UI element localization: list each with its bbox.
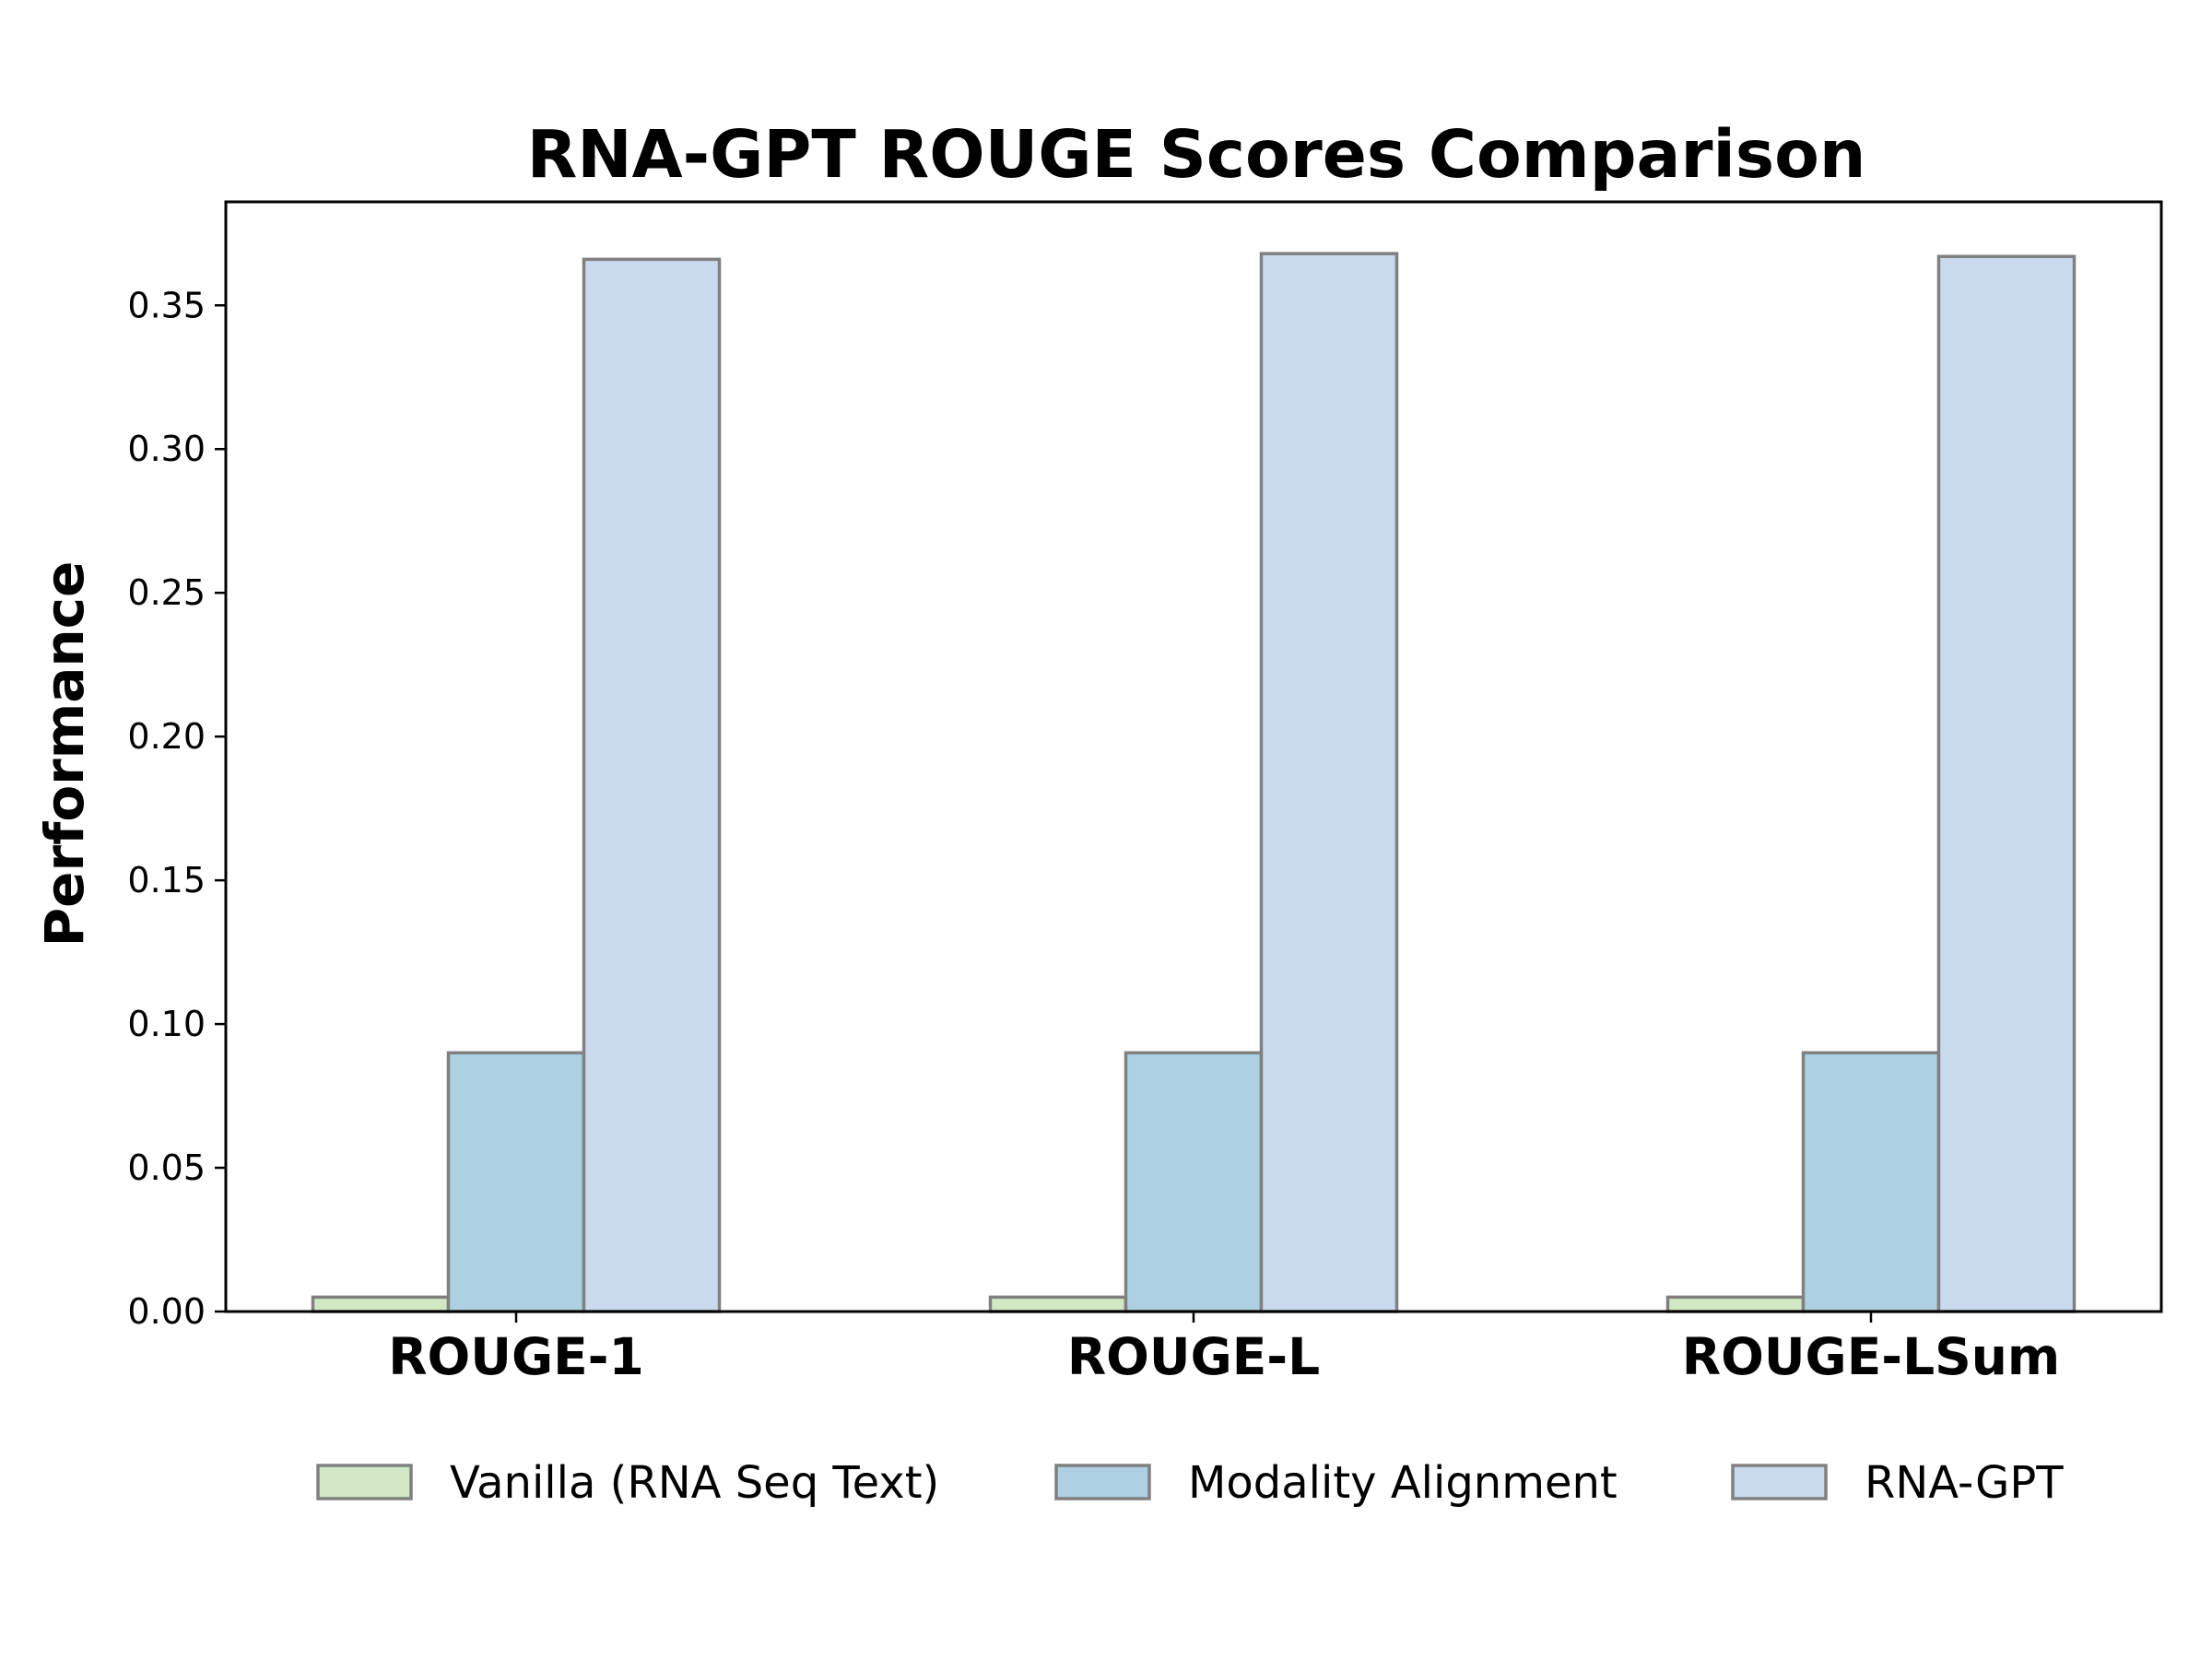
bar-2-0 bbox=[1665, 1295, 1806, 1313]
y-tick-label: 0.30 bbox=[127, 429, 206, 469]
legend-label-1: Modality Alignment bbox=[1188, 1457, 1618, 1509]
y-ticks: 0.00 0.05 0.10 0.15 0.20 0.25 0.30 0.35 bbox=[127, 285, 226, 1332]
legend-label-0: Vanilla (RNA Seq Text) bbox=[450, 1457, 939, 1509]
legend-swatch-2 bbox=[1731, 1464, 1828, 1500]
chart-title: RNA-GPT ROUGE Scores Comparison bbox=[527, 116, 1866, 193]
y-tick-label: 0.20 bbox=[127, 716, 206, 757]
x-tick-label: ROUGE-1 bbox=[388, 1327, 644, 1386]
bar-1-0 bbox=[988, 1295, 1128, 1313]
legend: Vanilla (RNA Seq Text) Modality Alignment… bbox=[316, 1457, 2064, 1509]
legend-swatch-0 bbox=[316, 1464, 413, 1500]
bar-1-1 bbox=[1124, 1051, 1264, 1313]
bar-1-2 bbox=[1259, 252, 1399, 1313]
bar-0-2 bbox=[582, 257, 722, 1313]
y-tick-label: 0.05 bbox=[127, 1147, 206, 1188]
y-tick-label: 0.10 bbox=[127, 1004, 206, 1044]
bar-0-1 bbox=[446, 1051, 586, 1313]
legend-label-2: RNA-GPT bbox=[1865, 1457, 2064, 1509]
legend-swatch-1 bbox=[1054, 1464, 1151, 1500]
bar-0-0 bbox=[311, 1295, 451, 1313]
y-tick-label: 0.15 bbox=[127, 860, 206, 900]
x-ticks: ROUGE-1 ROUGE-L ROUGE-LSum bbox=[388, 1312, 2060, 1386]
x-tick-label: ROUGE-LSum bbox=[1682, 1327, 2060, 1386]
y-axis-label: Performance bbox=[33, 561, 96, 947]
bars-layer bbox=[311, 252, 2077, 1313]
bar-2-2 bbox=[1936, 254, 2077, 1313]
x-tick-label: ROUGE-L bbox=[1067, 1327, 1320, 1386]
plot-area-frame bbox=[224, 200, 2163, 1313]
y-tick-label: 0.00 bbox=[127, 1291, 206, 1332]
y-tick-label: 0.25 bbox=[127, 572, 206, 613]
y-tick-label: 0.35 bbox=[127, 285, 206, 325]
bar-2-1 bbox=[1801, 1051, 1941, 1313]
